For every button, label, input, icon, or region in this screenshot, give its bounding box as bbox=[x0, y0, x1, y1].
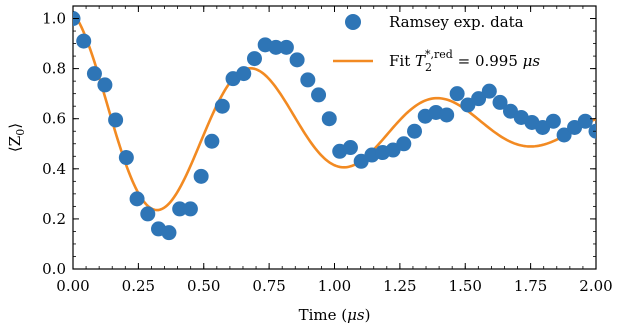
data-point bbox=[407, 123, 423, 139]
data-point bbox=[172, 201, 188, 217]
data-points bbox=[73, 11, 596, 241]
data-point bbox=[556, 127, 572, 143]
data-point bbox=[492, 94, 508, 110]
data-point bbox=[140, 206, 156, 222]
y-tick-label: 0.8 bbox=[42, 60, 66, 78]
data-point bbox=[97, 77, 113, 93]
data-point bbox=[193, 168, 209, 184]
x-tick-label: 0.50 bbox=[187, 277, 220, 295]
x-axis-label-end: ) bbox=[365, 306, 371, 324]
data-point bbox=[268, 39, 284, 55]
data-point bbox=[300, 72, 316, 88]
data-point bbox=[76, 33, 92, 49]
legend-fit-symbol: T bbox=[415, 52, 426, 70]
x-axis-label-unit: μs bbox=[347, 306, 365, 324]
data-point bbox=[481, 83, 497, 99]
x-tick-label: 1.75 bbox=[514, 277, 547, 295]
data-point bbox=[439, 107, 455, 123]
legend-fit-sub: 2 bbox=[425, 61, 432, 74]
plot-area: 0.00 0.25 0.50 0.75 1.00 1.25 1.50 1.75 2.00 0.0 0… bbox=[42, 5, 613, 295]
axis-ticks: 0.00 0.25 0.50 0.75 1.00 1.25 1.50 1.75 2.00 0.0 0… bbox=[42, 6, 613, 295]
data-point bbox=[396, 136, 412, 152]
data-point bbox=[471, 91, 487, 107]
data-point bbox=[449, 86, 465, 102]
x-tick-label: 2.00 bbox=[579, 277, 612, 295]
y-axis-label-sub: 0 bbox=[14, 129, 27, 136]
x-axis-label: Time (μs) bbox=[299, 306, 371, 324]
x-axis-label-main: Time ( bbox=[299, 306, 348, 324]
x-tick-label: 0.25 bbox=[122, 277, 155, 295]
data-point bbox=[545, 113, 561, 129]
data-point bbox=[129, 191, 145, 207]
legend-data-marker bbox=[345, 14, 361, 30]
data-point bbox=[278, 39, 294, 55]
x-tick-label: 1.25 bbox=[383, 277, 416, 295]
data-point bbox=[161, 225, 177, 241]
data-point bbox=[246, 51, 262, 67]
data-point bbox=[204, 133, 220, 149]
x-tick-label: 0.00 bbox=[56, 277, 89, 295]
y-axis-label-end: ⟩ bbox=[6, 123, 24, 129]
y-axis-label: ⟨Z0⟩ bbox=[6, 123, 27, 152]
x-tick-label: 1.50 bbox=[449, 277, 482, 295]
y-axis-label-main: ⟨Z bbox=[6, 136, 24, 152]
y-tick-label: 0.4 bbox=[42, 160, 66, 178]
data-point bbox=[342, 140, 358, 156]
legend-data-label: Ramsey exp. data bbox=[389, 13, 524, 31]
legend-fit-label: Fit T*,red 2 = 0.995 μs bbox=[389, 48, 540, 74]
x-tick-label: 0.75 bbox=[252, 277, 285, 295]
legend-fit-prefix: Fit bbox=[389, 52, 415, 70]
y-tick-label: 1.0 bbox=[42, 10, 66, 28]
data-point bbox=[311, 87, 327, 103]
data-point bbox=[289, 52, 305, 68]
legend: Ramsey exp. data Fit T*,red 2 = 0.995 μs bbox=[333, 13, 540, 74]
fit-layer bbox=[73, 12, 596, 212]
y-tick-label: 0.2 bbox=[42, 210, 66, 228]
data-point bbox=[321, 111, 337, 127]
x-tick-label: 1.00 bbox=[318, 277, 351, 295]
data-point bbox=[108, 112, 124, 128]
data-point bbox=[588, 123, 596, 139]
data-point bbox=[577, 113, 593, 129]
data-point bbox=[118, 150, 134, 166]
legend-fit-unit: μs bbox=[523, 52, 541, 70]
data-point bbox=[236, 66, 252, 82]
data-point bbox=[182, 201, 198, 217]
data-point bbox=[86, 66, 102, 82]
legend-fit-sup: *,red bbox=[425, 48, 453, 61]
y-tick-label: 0.6 bbox=[42, 110, 66, 128]
data-point bbox=[214, 98, 230, 114]
y-tick-label: 0.0 bbox=[42, 260, 66, 278]
legend-fit-value: = 0.995 bbox=[453, 52, 523, 70]
fit-curve bbox=[73, 12, 596, 212]
